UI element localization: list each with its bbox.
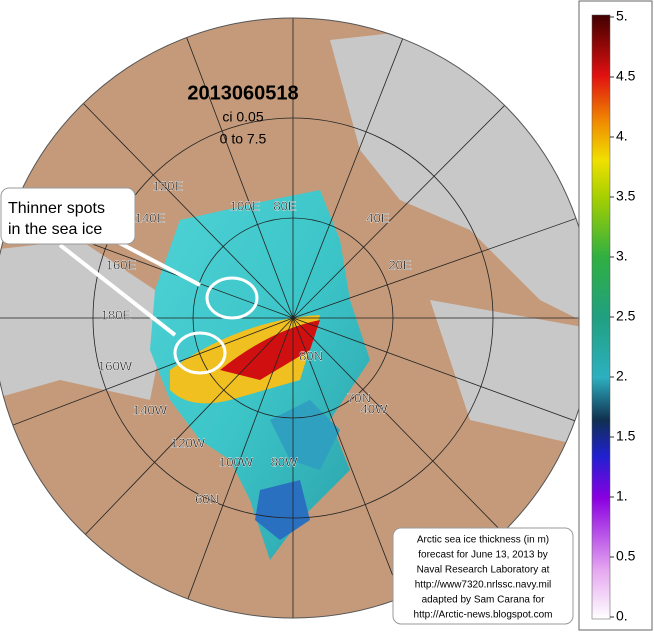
callout-text: Thinner spots: [8, 200, 105, 217]
credit-line: forecast for June 13, 2013 by: [418, 550, 548, 561]
map-label: 120W: [171, 435, 206, 450]
map-label: 60N: [195, 491, 219, 506]
map-range: 0 to 7.5: [220, 131, 267, 147]
credit-line: adapted by Sam Carana for: [422, 595, 546, 606]
map-label: 80N: [299, 348, 323, 363]
colorbar-label: 1.5: [616, 428, 636, 444]
colorbar-label: 4.5: [616, 68, 636, 84]
colorbar-label: 3.: [616, 248, 628, 264]
map-labels: 120E 140E 100E 80E 40E 20E 160E 180E 160W 140W 120…: [98, 178, 412, 506]
colorbar-label: 0.5: [616, 548, 636, 564]
callout-box: [0, 187, 136, 245]
map-label: 100W: [219, 454, 254, 469]
colorbar-label: 1.: [616, 488, 628, 504]
credit-box: [392, 527, 574, 625]
credit-line: Naval Research Laboratory at: [417, 565, 550, 576]
colorbar-label: 5.: [616, 8, 628, 24]
highlight-ring: [173, 331, 227, 375]
map-label: 140W: [133, 402, 168, 417]
colorbar-label: 2.: [616, 368, 628, 384]
map-disk: [0, 18, 593, 618]
map-label: 40W: [361, 401, 388, 416]
sea-ice: [255, 480, 310, 540]
map-label: 80W: [271, 454, 298, 469]
callout-text: in the sea ice: [8, 221, 102, 238]
colorbar-label: 3.5: [616, 188, 636, 204]
credit-line: http://Arctic-news.blogspot.com: [414, 610, 553, 621]
map-label: 160E: [106, 257, 137, 272]
map-label: 180E: [101, 307, 132, 322]
map-title: 2013060518: [187, 82, 298, 104]
ocean: [430, 300, 593, 450]
map-label: 120E: [153, 178, 184, 193]
colorbar-ticks: 5. 4.5 4. 3.5 3. 2.5 2. 1.5 1. 0.5 0.: [610, 8, 636, 624]
map-label: 100E: [230, 198, 261, 213]
highlight-ring: [205, 276, 259, 320]
credit-line: Arctic sea ice thickness (in m): [417, 535, 549, 546]
colorbar-frame: [578, 0, 653, 631]
map-label: 70N: [347, 390, 371, 405]
thick-ice: [220, 320, 320, 380]
callout-arrows: [58, 236, 201, 337]
map-label: 140E: [135, 210, 166, 225]
map-label: 40E: [366, 210, 389, 225]
map-label: 80E: [273, 198, 296, 213]
ocean: [0, 240, 170, 400]
colorbar: [591, 14, 611, 620]
map-label: 160W: [98, 358, 133, 373]
graticule: [0, 18, 593, 618]
colorbar-label: 2.5: [616, 308, 636, 324]
colorbar-label: 0.: [616, 608, 628, 624]
credit-line: http://www7320.nrlssc.navy.mil: [415, 580, 552, 591]
map-label: 20E: [388, 257, 411, 272]
colorbar-label: 4.: [616, 128, 628, 144]
credit: Arctic sea ice thickness (in m) forecast …: [414, 535, 553, 621]
map-subtitle: ci 0.05: [222, 109, 263, 125]
